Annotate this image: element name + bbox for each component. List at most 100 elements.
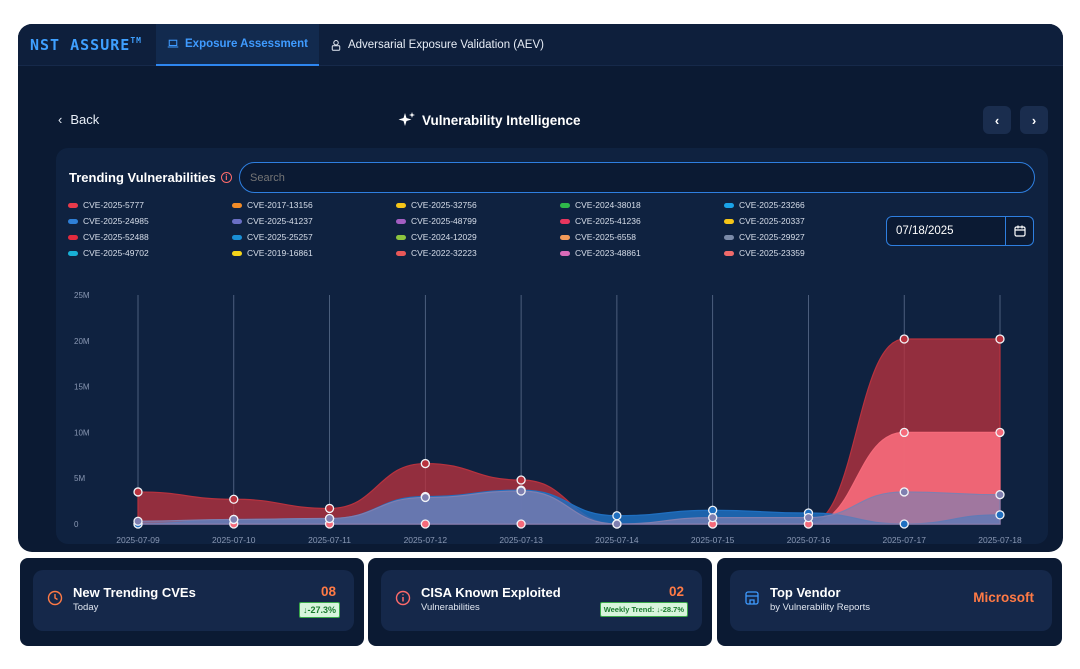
legend-item[interactable]: CVE-2025-32756 — [396, 198, 560, 212]
series-area — [137, 490, 1001, 525]
legend-item[interactable]: CVE-2025-25257 — [232, 230, 396, 244]
x-tick-label: 2025-07-15 — [691, 535, 735, 544]
card-title: CISA Known Exploited — [421, 585, 561, 600]
legend-swatch — [724, 234, 734, 240]
card-body: Top Vendor by Vulnerability Reports Micr… — [730, 570, 1052, 631]
data-point — [516, 519, 526, 529]
card-subtitle: Vulnerabilities — [421, 602, 480, 613]
legend-item[interactable]: CVE-2019-16861 — [232, 246, 396, 260]
legend-item[interactable]: CVE-2022-32223 — [396, 246, 560, 260]
data-point — [229, 494, 239, 504]
legend-item[interactable]: CVE-2025-23266 — [724, 198, 888, 212]
trend-badge: Weekly Trend: ↓-28.7% — [599, 602, 688, 617]
user-lock-icon — [331, 39, 341, 51]
legend-swatch — [68, 250, 78, 256]
data-point — [995, 510, 1005, 520]
legend-swatch — [68, 202, 78, 208]
y-tick-label: 0 — [74, 520, 79, 529]
trending-vulnerabilities-panel: 25M 20M 15M 10M 5M 0 2025-07-09 2025-07-10 2025-… — [56, 148, 1048, 544]
card-subtitle: by Vulnerability Reports — [770, 602, 870, 613]
y-tick-label: 20M — [74, 337, 90, 346]
data-point — [995, 490, 1005, 500]
sparkle-icon — [398, 112, 415, 126]
legend-item[interactable]: CVE-2025-24985 — [68, 214, 232, 228]
legend-label: CVE-2025-29927 — [739, 232, 805, 242]
legend-label: CVE-2022-32223 — [411, 248, 477, 258]
card-new-trending-cves: New Trending CVEs Today 08 ↓-27.3% — [20, 558, 364, 646]
legend-item[interactable]: CVE-2024-12029 — [396, 230, 560, 244]
data-point — [899, 519, 909, 529]
prev-button[interactable]: ‹ — [983, 106, 1011, 134]
x-tick-label: 2025-07-12 — [404, 535, 448, 544]
card-cisa-known-exploited: CISA Known Exploited Vulnerabilities 02 … — [368, 558, 712, 646]
legend-item[interactable]: CVE-2025-5777 — [68, 198, 232, 212]
legend-item[interactable]: CVE-2025-41236 — [560, 214, 724, 228]
info-circle-icon — [395, 590, 411, 606]
legend-item[interactable]: CVE-2025-29927 — [724, 230, 888, 244]
legend-item[interactable]: CVE-2017-13156 — [232, 198, 396, 212]
back-button[interactable]: ‹ Back — [58, 112, 100, 127]
data-point — [995, 334, 1005, 344]
logo: NST ASSURETM — [30, 35, 142, 54]
legend-item[interactable]: CVE-2025-52488 — [68, 230, 232, 244]
legend-swatch — [396, 250, 406, 256]
legend-swatch — [724, 218, 734, 224]
top-navigation: NST ASSURETM Exposure Assessment Adversa… — [18, 24, 1063, 66]
legend-item[interactable]: CVE-2025-48799 — [396, 214, 560, 228]
legend-label: CVE-2024-12029 — [411, 232, 477, 242]
chevron-right-icon: › — [1031, 112, 1037, 128]
legend-label: CVE-2025-48799 — [411, 216, 477, 226]
card-body: CISA Known Exploited Vulnerabilities 02 … — [381, 570, 702, 631]
legend-swatch — [396, 218, 406, 224]
tab-aev[interactable]: Adversarial Exposure Validation (AEV) — [319, 24, 555, 66]
legend-swatch — [396, 202, 406, 208]
y-tick-label: 15M — [74, 383, 90, 392]
store-icon — [745, 591, 759, 605]
data-point — [420, 458, 430, 469]
next-button[interactable]: › — [1020, 106, 1048, 134]
legend-item[interactable]: CVE-2025-23359 — [724, 246, 888, 260]
page-title: Vulnerability Intelligence — [398, 111, 581, 129]
date-field[interactable]: 07/18/2025 — [886, 216, 1006, 246]
card-value: 08 — [320, 584, 336, 599]
legend-swatch — [560, 250, 570, 256]
legend-label: CVE-2025-20337 — [739, 216, 805, 226]
data-point — [899, 487, 909, 497]
x-tick-label: 2025-07-14 — [595, 535, 639, 544]
app-window: NST ASSURETM Exposure Assessment Adversa… — [18, 24, 1063, 552]
legend-swatch — [396, 234, 406, 240]
data-point — [516, 475, 526, 485]
legend-item[interactable]: CVE-2025-20337 — [724, 214, 888, 228]
y-tick-label: 25M — [74, 291, 90, 300]
legend-item[interactable]: CVE-2025-6558 — [560, 230, 724, 244]
legend-swatch — [560, 234, 570, 240]
legend-item[interactable]: CVE-2025-49702 — [68, 246, 232, 260]
data-point — [229, 514, 239, 525]
laptop-icon — [167, 39, 179, 48]
legend-label: CVE-2025-23359 — [739, 248, 805, 258]
legend-swatch — [724, 250, 734, 256]
legend-label: CVE-2025-52488 — [83, 232, 149, 242]
legend-label: CVE-2025-24985 — [83, 216, 149, 226]
legend-item[interactable]: CVE-2023-48861 — [560, 246, 724, 260]
data-point — [803, 512, 814, 523]
tab-exposure-assessment[interactable]: Exposure Assessment — [156, 24, 319, 66]
legend-item[interactable]: CVE-2025-41237 — [232, 214, 396, 228]
chevron-left-icon: ‹ — [58, 112, 63, 127]
info-icon[interactable]: i — [220, 172, 232, 183]
legend-swatch — [560, 218, 570, 224]
legend-swatch — [232, 218, 242, 224]
data-point — [612, 511, 622, 521]
legend-label: CVE-2019-16861 — [247, 248, 313, 258]
calendar-button[interactable] — [1006, 216, 1034, 246]
search-input[interactable] — [239, 162, 1035, 193]
area-chart: 25M 20M 15M 10M 5M 0 2025-07-09 2025-07-10 2025-… — [74, 291, 1022, 544]
legend-swatch — [724, 202, 734, 208]
card-subtitle: Today — [73, 602, 99, 613]
data-point — [420, 492, 430, 503]
x-tick-label: 2025-07-13 — [499, 535, 543, 544]
legend-label: CVE-2025-6558 — [575, 232, 636, 242]
legend-item[interactable]: CVE-2024-38018 — [560, 198, 724, 212]
data-point — [133, 516, 143, 526]
legend-swatch — [560, 202, 570, 208]
